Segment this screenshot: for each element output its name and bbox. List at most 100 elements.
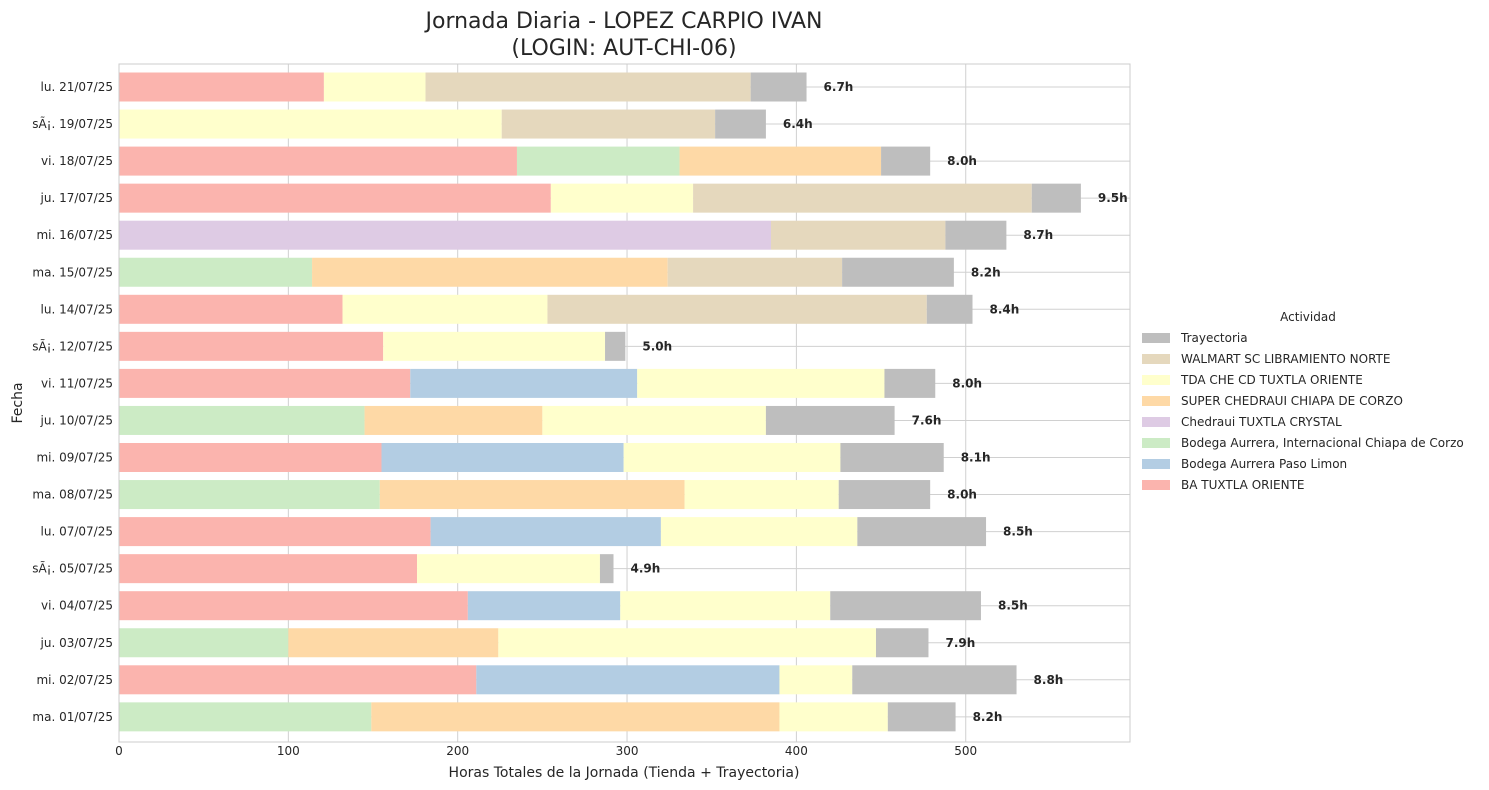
plot-frame [118, 63, 1131, 743]
bar-segment [750, 72, 807, 102]
x-tick-label: 0 [115, 744, 123, 758]
y-tick-label: vi. 18/07/25 [41, 154, 113, 168]
legend-title: Actividad [1280, 310, 1336, 324]
total-label: 8.1h [961, 451, 991, 465]
legend-swatch [1142, 417, 1170, 427]
bar-segment [884, 368, 936, 398]
legend-swatch [1142, 354, 1170, 364]
x-tick-labels: 0 100 200 300 400 500 [115, 744, 977, 758]
y-tick-label: sÃ¡. 19/07/25 [32, 116, 113, 131]
bar-segment [467, 591, 621, 621]
bar-segment [119, 702, 372, 732]
bar-segment [765, 405, 895, 435]
bar-segment [323, 72, 426, 102]
bar-segment [667, 257, 843, 287]
legend-entry: WALMART SC LIBRAMIENTO NORTE [1181, 352, 1390, 366]
bar-segment [342, 294, 548, 324]
total-label: 7.6h [912, 413, 942, 427]
bar-segment [1031, 183, 1081, 213]
total-labels: 6.7h 6.4h 8.0h 9.5h 8.7h 8.2h 8.4h 5.0h 8.0h 7.6h… [630, 80, 1127, 724]
y-tick-label: mi. 09/07/25 [36, 451, 113, 465]
bar-segment [371, 702, 780, 732]
bar-segment [119, 257, 313, 287]
bar-segment [547, 294, 927, 324]
total-label: 8.2h [973, 710, 1003, 724]
bar-segment [875, 628, 929, 658]
legend-entry: BA TUXTLA ORIENTE [1181, 478, 1305, 492]
y-tick-labels: lu. 21/07/25 sÃ¡. 19/07/25 vi. 18/07/25 ju.… [32, 80, 113, 724]
total-label: 8.0h [952, 376, 982, 390]
legend-entry: SUPER CHEDRAUI CHIAPA DE CORZO [1181, 394, 1403, 408]
bar-segment [119, 220, 771, 250]
y-tick-label: mi. 16/07/25 [36, 228, 113, 242]
y-tick-label: ju. 03/07/25 [40, 636, 113, 650]
bar-segment [842, 257, 954, 287]
bar-segment [119, 517, 431, 547]
legend-swatch [1142, 438, 1170, 448]
bar-segment [410, 368, 638, 398]
bar-segment [684, 480, 839, 510]
x-tick-label: 100 [277, 744, 300, 758]
y-tick-label: ju. 10/07/25 [40, 413, 113, 427]
bar-segment [516, 146, 680, 176]
bar-segment [498, 628, 876, 658]
y-tick-label: lu. 07/07/25 [41, 525, 113, 539]
bar-segment [501, 109, 716, 139]
legend-swatch [1142, 459, 1170, 469]
total-label: 8.5h [1003, 525, 1033, 539]
bar-segment [119, 331, 384, 361]
legend-entry: Bodega Aurrera, Internacional Chiapa de … [1181, 436, 1464, 450]
bar-segment [119, 443, 382, 472]
bar-segment [857, 517, 987, 547]
total-label: 6.7h [824, 80, 854, 94]
y-axis-label: Fecha [10, 382, 26, 423]
total-label: 8.8h [1034, 673, 1064, 687]
bar-segment [476, 665, 780, 695]
y-tick-label: lu. 21/07/25 [41, 80, 113, 94]
y-tick-label: vi. 04/07/25 [41, 599, 113, 613]
bar-segment [379, 480, 685, 510]
bar-segment [779, 702, 888, 732]
bar-segment [542, 405, 766, 435]
bar-segment [779, 665, 853, 695]
bar-segment [119, 183, 551, 213]
total-label: 8.5h [998, 599, 1028, 613]
bar-segment [838, 480, 931, 510]
total-label: 8.0h [947, 488, 977, 502]
bar-segment [637, 368, 885, 398]
bar-segment [852, 665, 1017, 695]
bar-segment [417, 554, 600, 584]
y-tick-label: sÃ¡. 12/07/25 [32, 338, 113, 353]
bar-segment [660, 517, 858, 547]
legend-entry: Chedraui TUXTLA CRYSTAL [1181, 415, 1342, 429]
legend-swatch [1142, 333, 1170, 343]
bar-segment [881, 146, 931, 176]
bar-segment [926, 294, 973, 324]
total-label: 4.9h [630, 562, 660, 576]
total-label: 7.9h [945, 636, 975, 650]
y-tick-label: ma. 08/07/25 [32, 488, 113, 502]
total-label: 8.0h [947, 154, 977, 168]
bar-segment [945, 220, 1007, 250]
bar-segment [679, 146, 882, 176]
y-tick-label: lu. 14/07/25 [41, 302, 113, 316]
bar-segment [830, 591, 981, 621]
y-tick-label: vi. 11/07/25 [41, 376, 113, 390]
y-tick-label: ma. 01/07/25 [32, 710, 113, 724]
x-tick-label: 300 [616, 744, 639, 758]
x-tick-label: 200 [446, 744, 469, 758]
bars [119, 72, 1081, 732]
bar-segment [430, 517, 661, 547]
bar-segment [119, 146, 517, 176]
bar-segment [119, 109, 502, 139]
bar-segment [364, 405, 543, 435]
total-label: 8.2h [971, 265, 1001, 279]
y-tick-label: mi. 02/07/25 [36, 673, 113, 687]
legend-swatch [1142, 480, 1170, 490]
bar-segment [383, 331, 606, 361]
bar-segment [119, 405, 365, 435]
x-tick-label: 500 [954, 744, 977, 758]
bar-segment [770, 220, 946, 250]
bar-segment [425, 72, 751, 102]
